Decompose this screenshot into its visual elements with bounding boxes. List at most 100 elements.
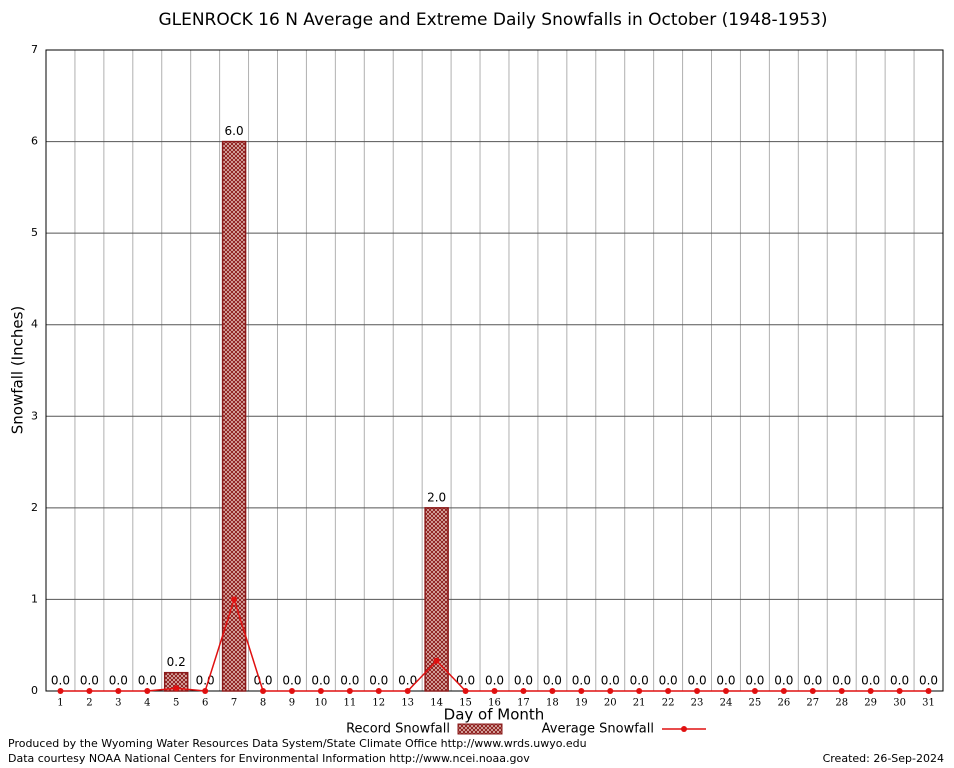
y-axis-label: Snowfall (Inches)	[9, 306, 27, 434]
marker	[520, 688, 527, 694]
x-tick-label: 21	[633, 698, 646, 709]
x-tick-label: 24	[720, 698, 733, 709]
x-tick-label: 27	[806, 698, 819, 709]
value-label: 0.0	[456, 674, 475, 688]
value-label: 0.0	[774, 674, 793, 688]
x-tick-label: 29	[864, 698, 877, 709]
x-tick-label: 17	[517, 698, 530, 709]
marker	[491, 688, 498, 694]
chart-title: GLENROCK 16 N Average and Extreme Daily …	[158, 10, 827, 30]
x-tick-label: 7	[231, 698, 237, 709]
marker	[722, 688, 729, 694]
value-label: 0.0	[369, 674, 388, 688]
legend-label: Average Snowfall	[542, 722, 654, 737]
value-label: 0.0	[543, 674, 562, 688]
marker	[346, 688, 353, 694]
x-tick-label: 19	[575, 698, 588, 709]
x-tick-label: 26	[777, 698, 790, 709]
value-label: 0.0	[630, 674, 649, 688]
x-tick-label: 16	[488, 698, 501, 709]
marker	[202, 688, 209, 694]
y-tick-label: 4	[31, 318, 38, 331]
value-label: 0.0	[311, 674, 330, 688]
x-tick-label: 2	[86, 698, 92, 709]
value-label: 0.0	[253, 674, 272, 688]
value-label: 0.2	[167, 655, 186, 669]
credit: Produced by the Wyoming Water Resources …	[8, 737, 587, 750]
marker	[86, 688, 93, 694]
marker	[838, 688, 845, 694]
marker	[462, 688, 469, 694]
value-label: 6.0	[225, 124, 244, 138]
credit: Data courtesy NOAA National Centers for …	[8, 752, 530, 765]
x-tick-label: 8	[260, 698, 266, 709]
marker	[809, 688, 816, 694]
value-label: 0.0	[109, 674, 128, 688]
marker	[896, 688, 903, 694]
value-label: 0.0	[832, 674, 851, 688]
bar	[424, 507, 449, 692]
marker	[694, 688, 701, 694]
y-tick-label: 5	[31, 226, 38, 239]
marker	[231, 596, 238, 603]
x-tick-label: 15	[459, 698, 472, 709]
x-tick-label: 20	[604, 698, 617, 709]
legend-swatch	[457, 723, 503, 735]
marker	[433, 657, 440, 664]
value-label: 0.0	[282, 674, 301, 688]
x-tick-label: 10	[315, 698, 328, 709]
marker	[780, 688, 787, 694]
marker	[578, 688, 585, 694]
value-label: 0.0	[861, 674, 880, 688]
x-tick-label: 25	[749, 698, 762, 709]
value-label: 0.0	[485, 674, 504, 688]
y-tick-label: 1	[31, 592, 38, 605]
value-label: 0.0	[601, 674, 620, 688]
value-label: 0.0	[716, 674, 735, 688]
x-tick-label: 1	[57, 698, 63, 709]
value-label: 0.0	[398, 674, 417, 688]
value-label: 0.0	[80, 674, 99, 688]
legend-label: Record Snowfall	[346, 722, 450, 737]
value-label: 0.0	[196, 674, 215, 688]
value-label: 0.0	[659, 674, 678, 688]
value-label: 2.0	[427, 490, 446, 504]
x-tick-label: 31	[922, 698, 935, 709]
marker	[57, 688, 64, 694]
value-label: 0.0	[514, 674, 533, 688]
value-label: 0.0	[51, 674, 70, 688]
x-tick-label: 5	[173, 698, 179, 709]
marker	[173, 685, 180, 692]
value-label: 0.0	[138, 674, 157, 688]
x-tick-label: 4	[144, 698, 150, 709]
y-tick-label: 2	[31, 501, 38, 514]
value-label: 0.0	[340, 674, 359, 688]
x-tick-label: 12	[372, 698, 385, 709]
marker	[404, 688, 411, 694]
created-date: Created: 26-Sep-2024	[823, 752, 944, 765]
value-label: 0.0	[745, 674, 764, 688]
marker	[549, 688, 556, 694]
value-label: 0.0	[803, 674, 822, 688]
y-tick-label: 7	[31, 43, 38, 56]
value-label: 0.0	[919, 674, 938, 688]
marker	[288, 688, 295, 694]
y-tick-label: 0	[31, 684, 38, 697]
marker	[751, 688, 758, 694]
marker	[260, 688, 267, 694]
x-axis-label: Day of Month	[444, 706, 545, 724]
marker	[144, 688, 151, 694]
value-label: 0.0	[890, 674, 909, 688]
x-tick-label: 6	[202, 698, 208, 709]
y-tick-label: 3	[31, 409, 38, 422]
marker	[867, 688, 874, 694]
marker	[636, 688, 643, 694]
marker	[607, 688, 614, 694]
x-tick-label: 3	[115, 698, 121, 709]
bar	[221, 140, 247, 692]
legend-swatch	[681, 726, 687, 732]
value-label: 0.0	[688, 674, 707, 688]
y-tick-label: 6	[31, 135, 38, 148]
